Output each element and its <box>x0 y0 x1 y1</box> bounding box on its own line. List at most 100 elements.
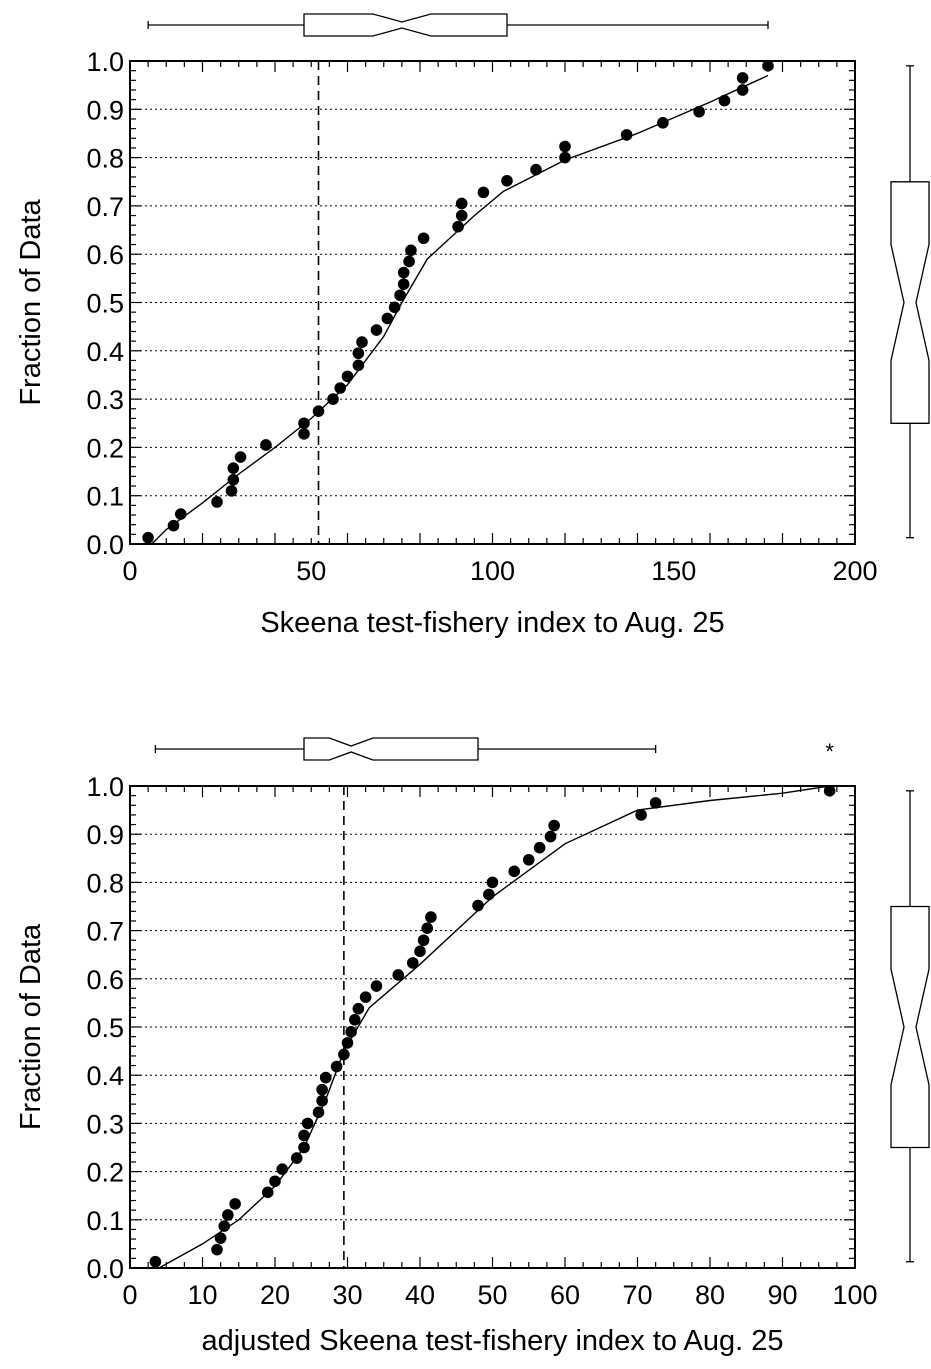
data-point <box>211 1243 223 1256</box>
data-point <box>330 1060 343 1073</box>
y-tick-label: 0.1 <box>86 482 124 512</box>
data-point <box>421 922 434 934</box>
y-tick-label: 0.6 <box>86 965 124 995</box>
x-tick-label: 0 <box>122 556 137 586</box>
data-point <box>823 785 836 797</box>
y-tick-label: 0.7 <box>86 192 124 222</box>
y-tick-label: 0.0 <box>86 1254 124 1284</box>
x-tick-label: 60 <box>550 1280 580 1310</box>
data-point <box>316 1094 328 1107</box>
data-point <box>370 980 383 992</box>
data-point <box>269 1175 281 1188</box>
y-tick-label: 0.3 <box>86 1109 124 1139</box>
data-point <box>334 382 347 394</box>
data-point <box>290 1152 303 1164</box>
plot-frame <box>129 60 856 545</box>
data-point <box>452 220 464 233</box>
data-point <box>425 911 437 923</box>
data-point <box>341 370 354 383</box>
data-point <box>356 336 368 348</box>
y-axis-label: Fraction of Data <box>15 198 47 405</box>
data-point <box>222 1209 234 1221</box>
data-point <box>319 1071 332 1084</box>
x-box-outlier: * <box>825 739 834 764</box>
x-tick-label: 80 <box>695 1280 725 1310</box>
x-tick-label: 20 <box>260 1280 290 1310</box>
data-point <box>483 888 495 901</box>
y-tick-label: 0.1 <box>86 1206 124 1236</box>
data-point <box>234 451 247 463</box>
data-point <box>736 84 749 96</box>
data-point <box>406 957 419 969</box>
data-point <box>530 163 542 176</box>
x-notched-box <box>303 737 479 761</box>
data-point <box>455 209 468 222</box>
y-tick-label: 0.4 <box>86 1061 124 1091</box>
data-point <box>218 1220 231 1232</box>
y-tick-label: 0.9 <box>86 820 124 850</box>
data-point <box>312 1106 325 1119</box>
plot-frame <box>129 785 856 1269</box>
data-point <box>559 140 571 153</box>
data-point <box>559 151 571 164</box>
data-point <box>341 1037 354 1049</box>
y-tick-label: 0.2 <box>86 433 124 463</box>
data-point <box>352 1002 365 1015</box>
x-tick-label: 0 <box>122 1280 137 1310</box>
fitted-curve <box>158 785 830 1269</box>
x-tick-label: 10 <box>187 1280 217 1310</box>
x-tick-label: 40 <box>405 1280 435 1310</box>
data-point <box>352 359 365 372</box>
y-tick-label: 1.0 <box>86 47 124 77</box>
data-point <box>486 876 499 889</box>
x-tick-label: 150 <box>651 556 696 586</box>
data-point <box>501 174 513 187</box>
data-point <box>508 865 521 878</box>
data-point <box>348 1013 361 1026</box>
data-point <box>345 1026 357 1038</box>
x-tick-label: 30 <box>332 1280 362 1310</box>
data-point <box>327 393 339 405</box>
data-point <box>472 899 484 912</box>
data-point <box>649 797 662 809</box>
panel-top: 0 50 100 150 200 0.0 0.1 0.2 0.3 0.4 0.5 0.6 0.7 0.8 0… <box>15 13 930 639</box>
data-point <box>167 519 180 532</box>
data-point <box>370 324 383 336</box>
data-point <box>229 1198 241 1210</box>
data-point <box>392 969 405 981</box>
data-point <box>417 934 430 947</box>
y-tick-label: 0.4 <box>86 337 124 367</box>
y-axis-label: Fraction of Data <box>15 923 47 1130</box>
data-point <box>544 830 557 843</box>
data-point <box>211 496 223 508</box>
data-point <box>657 117 669 129</box>
x-tick-label: 100 <box>470 556 515 586</box>
data-point <box>261 1186 274 1199</box>
y-tick-label: 0.3 <box>86 385 124 415</box>
y-tick-label: 0.5 <box>86 289 124 319</box>
data-point <box>388 301 401 314</box>
data-point <box>620 129 633 141</box>
data-point <box>397 278 410 290</box>
y-tick-label: 0.8 <box>86 868 124 898</box>
data-point <box>298 417 310 430</box>
data-point <box>414 945 426 958</box>
data-point <box>359 991 372 1003</box>
data-point <box>227 462 240 474</box>
x-tick-label: 50 <box>477 1280 507 1310</box>
data-point <box>316 1083 328 1096</box>
data-point <box>397 266 410 279</box>
data-point <box>149 1255 162 1268</box>
x-notched-box <box>303 13 508 37</box>
data-point <box>174 508 187 520</box>
data-point <box>417 232 430 245</box>
y-tick-label: 1.0 <box>86 772 124 802</box>
x-axis-label: Skeena test-fishery index to Aug. 25 <box>260 607 724 639</box>
y-notched-box <box>890 181 930 424</box>
panel-bottom: 0 10 20 30 40 50 60 70 80 90 100 0.0 0.1 0.2 0.3 0.4 0.5… <box>15 737 930 1357</box>
data-point <box>693 105 705 118</box>
x-tick-label: 200 <box>832 556 877 586</box>
data-point <box>477 186 490 199</box>
